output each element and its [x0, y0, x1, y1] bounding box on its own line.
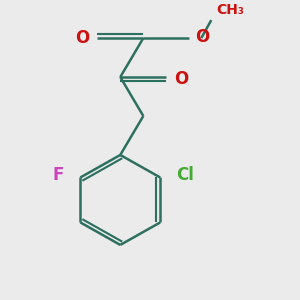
Text: Cl: Cl: [176, 166, 194, 184]
Text: O: O: [174, 70, 188, 88]
Text: F: F: [53, 166, 64, 184]
Text: O: O: [76, 29, 90, 47]
Text: O: O: [195, 28, 210, 46]
Text: CH₃: CH₃: [216, 3, 244, 17]
